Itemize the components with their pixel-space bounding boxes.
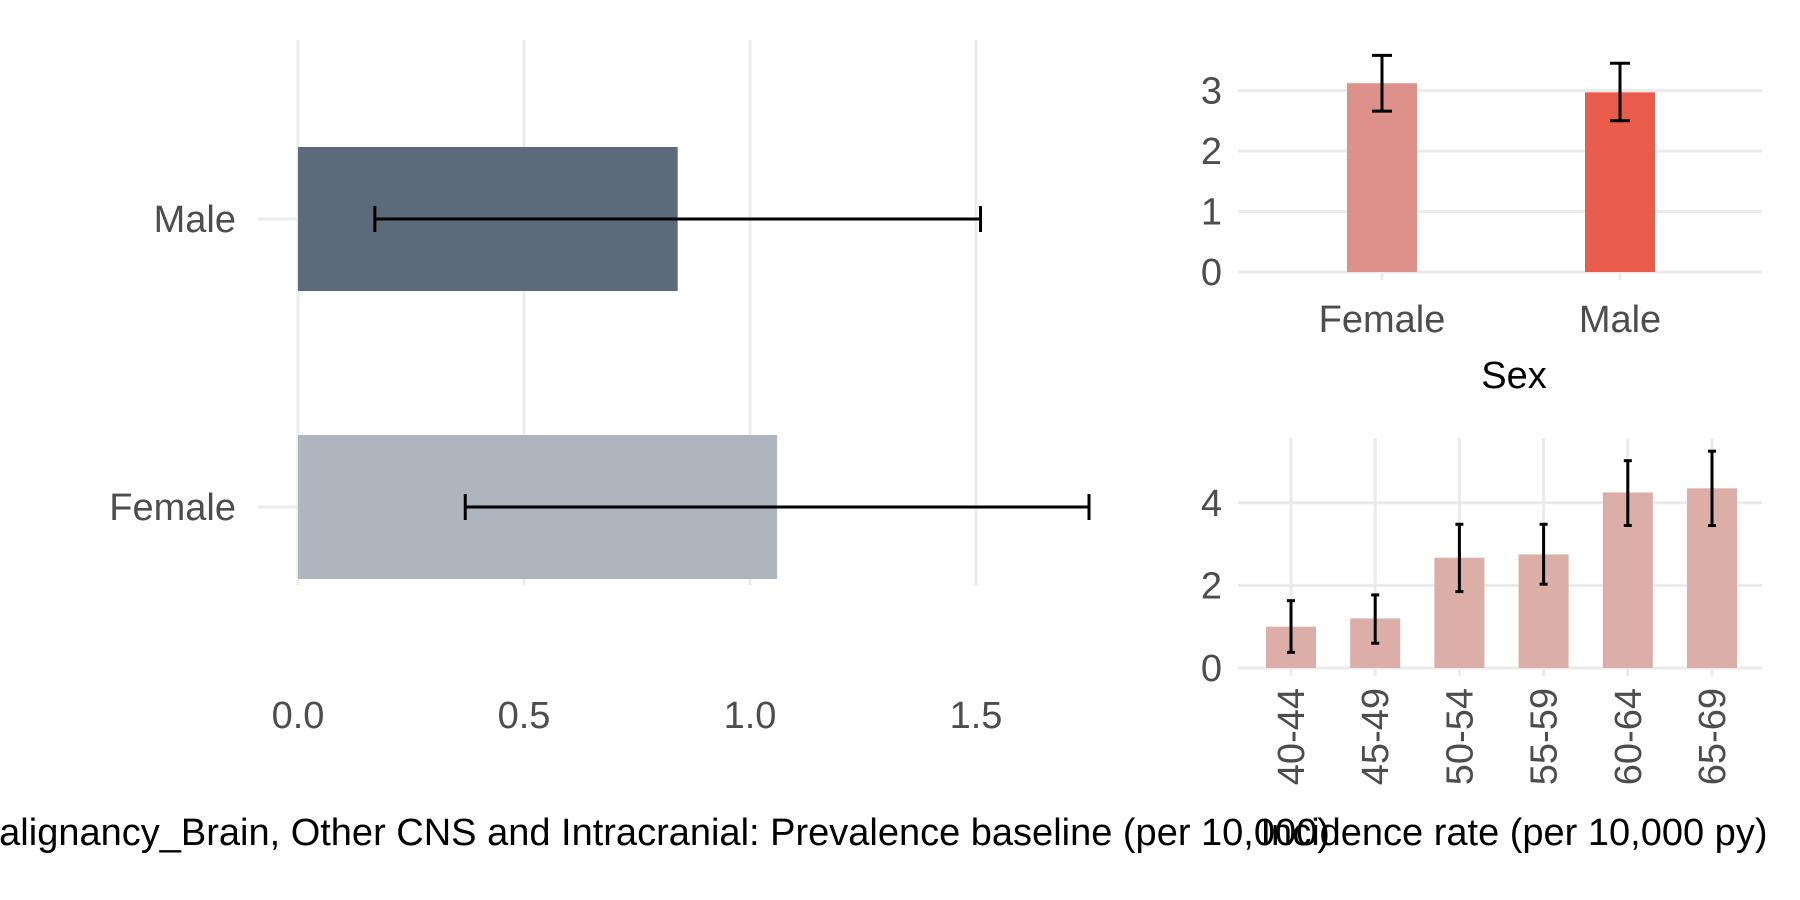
x-tick-label: 60-64 (1608, 688, 1650, 785)
bar-male (1585, 92, 1655, 272)
incidence-axis-title: Incidence rate (per 10,000 py) (1261, 812, 1768, 854)
y-tick-label: 2 (1201, 131, 1222, 173)
x-tick-label: 40-44 (1271, 688, 1313, 785)
x-tick-label: 1.0 (724, 695, 777, 737)
sex-axis-title: Sex (1481, 355, 1546, 397)
x-tick-label: 50-54 (1439, 688, 1481, 785)
x-tick-label: 1.5 (950, 695, 1003, 737)
x-tick-label: 0.5 (498, 695, 551, 737)
x-tick-label: Male (1579, 299, 1661, 341)
x-tick-label: Female (1319, 299, 1446, 341)
y-tick-label: Male (154, 199, 236, 241)
prevalence-panel: 0.0 0.5 1.0 1.5 Male Female (109, 40, 1091, 737)
bar-female (1347, 83, 1417, 273)
y-tick-label: 0 (1201, 648, 1222, 690)
prevalence-axis-title: Primary Malignancy_Brain, Other CNS and … (0, 812, 1330, 854)
x-tick-label: 45-49 (1355, 688, 1397, 785)
y-tick-label: 1 (1201, 192, 1222, 234)
x-tick-label: 65-69 (1692, 688, 1734, 785)
y-tick-label: 2 (1201, 565, 1222, 607)
age-incidence-panel: 0 2 4 40-44 45-49 50-54 55-59 60-64 65-69 (1201, 438, 1762, 785)
x-tick-label: 55-59 (1524, 688, 1566, 785)
y-tick-label: 3 (1201, 71, 1222, 113)
y-tick-label: 4 (1201, 483, 1222, 525)
y-tick-label: 0 (1201, 252, 1222, 294)
y-tick-label: Female (109, 487, 236, 529)
sex-incidence-panel: 0 1 2 3 Female Male (1201, 53, 1762, 341)
x-tick-label: 0.0 (272, 695, 325, 737)
